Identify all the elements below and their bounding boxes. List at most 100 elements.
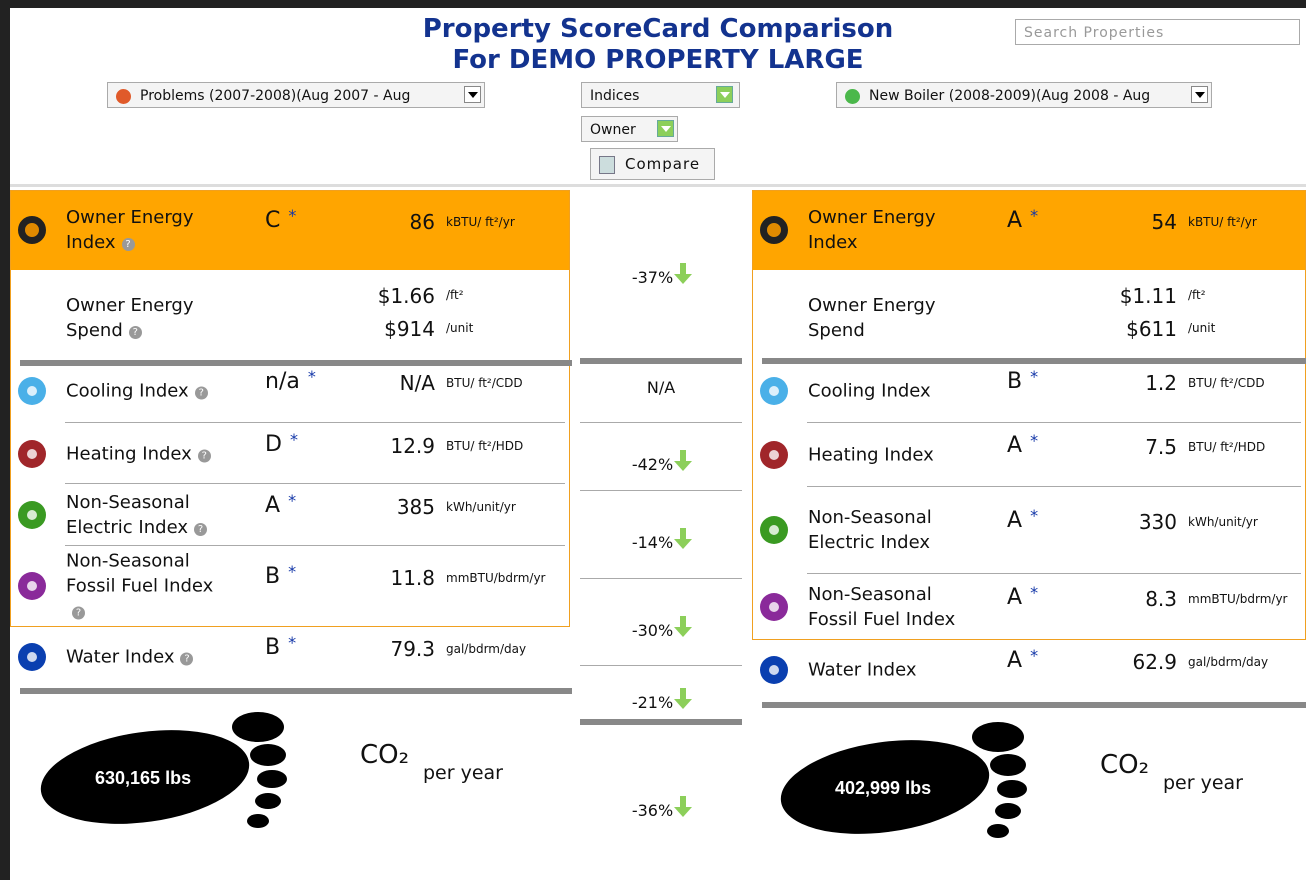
row-icon — [760, 516, 788, 544]
row-label: Non-Seasonal Fossil Fuel Index? — [66, 549, 231, 624]
grade-note: * — [288, 633, 296, 652]
help-icon: ? — [122, 238, 135, 251]
spend-label: Owner Energy Spend? — [66, 293, 231, 343]
help-icon: ? — [129, 326, 142, 339]
spend-per-unit: $914 — [305, 317, 435, 341]
search-box[interactable]: Search Properties — [1015, 19, 1300, 45]
index-unit: kBTU/ ft²/yr — [1188, 215, 1257, 229]
top-bar — [0, 0, 1306, 8]
icon-glyph — [27, 449, 37, 459]
footprint-shape — [255, 793, 281, 809]
compare-button[interactable]: Compare — [590, 148, 715, 180]
label-text: Non-Seasonal Fossil Fuel Index — [808, 584, 955, 630]
row-icon — [760, 593, 788, 621]
view: Indices — [590, 88, 639, 104]
down-arrow — [676, 796, 690, 818]
perspective-select[interactable]: Owner — [581, 116, 678, 142]
index-unit: kWh/unit/yr — [1188, 515, 1258, 529]
grade-note: * — [1030, 583, 1038, 602]
row-label: Water Index — [808, 658, 973, 683]
change-separator — [580, 358, 742, 364]
index-value: 12.9 — [305, 434, 435, 458]
view-select[interactable]: Indices — [581, 82, 740, 108]
change-value: -14% — [632, 533, 673, 552]
index-unit: kWh/unit/yr — [446, 500, 516, 514]
left-bar — [0, 0, 10, 880]
row-label: Non-Seasonal Electric Index? — [66, 490, 231, 540]
right-period-select[interactable]: New Boiler (2008-2009)(Aug 2008 - Aug — [836, 82, 1212, 108]
grade-cell: B* — [265, 633, 296, 660]
change-cell: -30% — [580, 616, 742, 640]
subtitle: For DEMO PROPERTY LARGE — [10, 45, 1306, 76]
spend-label: Owner Energy Spend — [808, 293, 973, 343]
down-arrow — [676, 263, 690, 285]
co2-period: per year — [423, 762, 503, 784]
arrow-head — [674, 461, 692, 471]
index-unit: mmBTU/bdrm/yr — [1188, 592, 1288, 606]
icon-glyph — [27, 652, 37, 662]
grade-note: * — [288, 491, 296, 510]
label-text: Heating Index — [66, 444, 192, 465]
index-unit: BTU/ ft²/HDD — [1188, 440, 1265, 454]
grade-cell: B* — [265, 562, 296, 589]
dropdown-arrow — [464, 86, 481, 103]
search-placeholder: Search Properties — [1024, 25, 1164, 41]
row-label: Cooling Index? — [66, 379, 231, 404]
help-icon: ? — [72, 607, 85, 620]
grade: D — [265, 432, 282, 457]
label-text: Cooling Index — [808, 381, 931, 402]
grade: C — [265, 208, 280, 233]
change-value: -42% — [632, 455, 673, 474]
row-icon — [760, 441, 788, 469]
change-cell: N/A — [580, 378, 742, 397]
grade-note: * — [1030, 646, 1038, 665]
left-period-select[interactable]: Problems (2007-2008)(Aug 2007 - Aug — [107, 82, 485, 108]
down-arrow — [676, 528, 690, 550]
label-text: Owner Energy Index — [808, 207, 936, 253]
index-unit: mmBTU/bdrm/yr — [446, 571, 546, 585]
change-value: N/A — [647, 378, 675, 397]
spend-per-area-unit: /ft² — [1188, 288, 1206, 302]
change-cell: -36% — [580, 796, 742, 820]
icon-glyph — [769, 665, 779, 675]
index-value: N/A — [305, 371, 435, 395]
row-icon — [18, 377, 46, 405]
footprint-shape — [990, 754, 1026, 776]
co2-amount: 630,165 lbs — [95, 768, 191, 789]
change-value: -30% — [632, 621, 673, 640]
row-separator — [65, 422, 565, 423]
grade: B — [265, 635, 280, 660]
down-arrow — [676, 688, 690, 710]
grade: A — [1007, 648, 1022, 673]
grade-note: * — [288, 562, 296, 581]
header-rule — [10, 184, 1306, 187]
problem-icon — [116, 89, 131, 104]
footprint-shape — [972, 722, 1024, 752]
change-cell: -21% — [580, 688, 742, 712]
dropdown-arrow — [1191, 86, 1208, 103]
label-text: Non-Seasonal Fossil Fuel Index — [66, 551, 213, 597]
grade: B — [1007, 369, 1022, 394]
change-separator — [580, 490, 742, 491]
grade: B — [265, 564, 280, 589]
section-separator — [20, 688, 572, 694]
section-separator — [762, 702, 1306, 708]
spend-per-area-unit: /ft² — [446, 288, 464, 302]
help-icon: ? — [180, 653, 193, 666]
icon-glyph — [27, 510, 37, 520]
label-text: Owner Energy Spend — [808, 295, 936, 341]
change-cell: -42% — [580, 450, 742, 474]
help-icon: ? — [194, 523, 207, 536]
spend-per-unit-unit: /unit — [1188, 321, 1215, 335]
co2-label: CO₂ — [1100, 750, 1149, 780]
icon-glyph — [769, 602, 779, 612]
row-separator — [807, 573, 1301, 574]
spend-per-area: $1.11 — [1047, 284, 1177, 308]
arrow-head — [674, 274, 692, 284]
change-separator — [580, 719, 742, 725]
arrow-head — [674, 539, 692, 549]
change-cell: -14% — [580, 528, 742, 552]
change-cell: -37% — [580, 263, 742, 287]
down-arrow — [676, 450, 690, 472]
grade-cell: B* — [1007, 367, 1038, 394]
